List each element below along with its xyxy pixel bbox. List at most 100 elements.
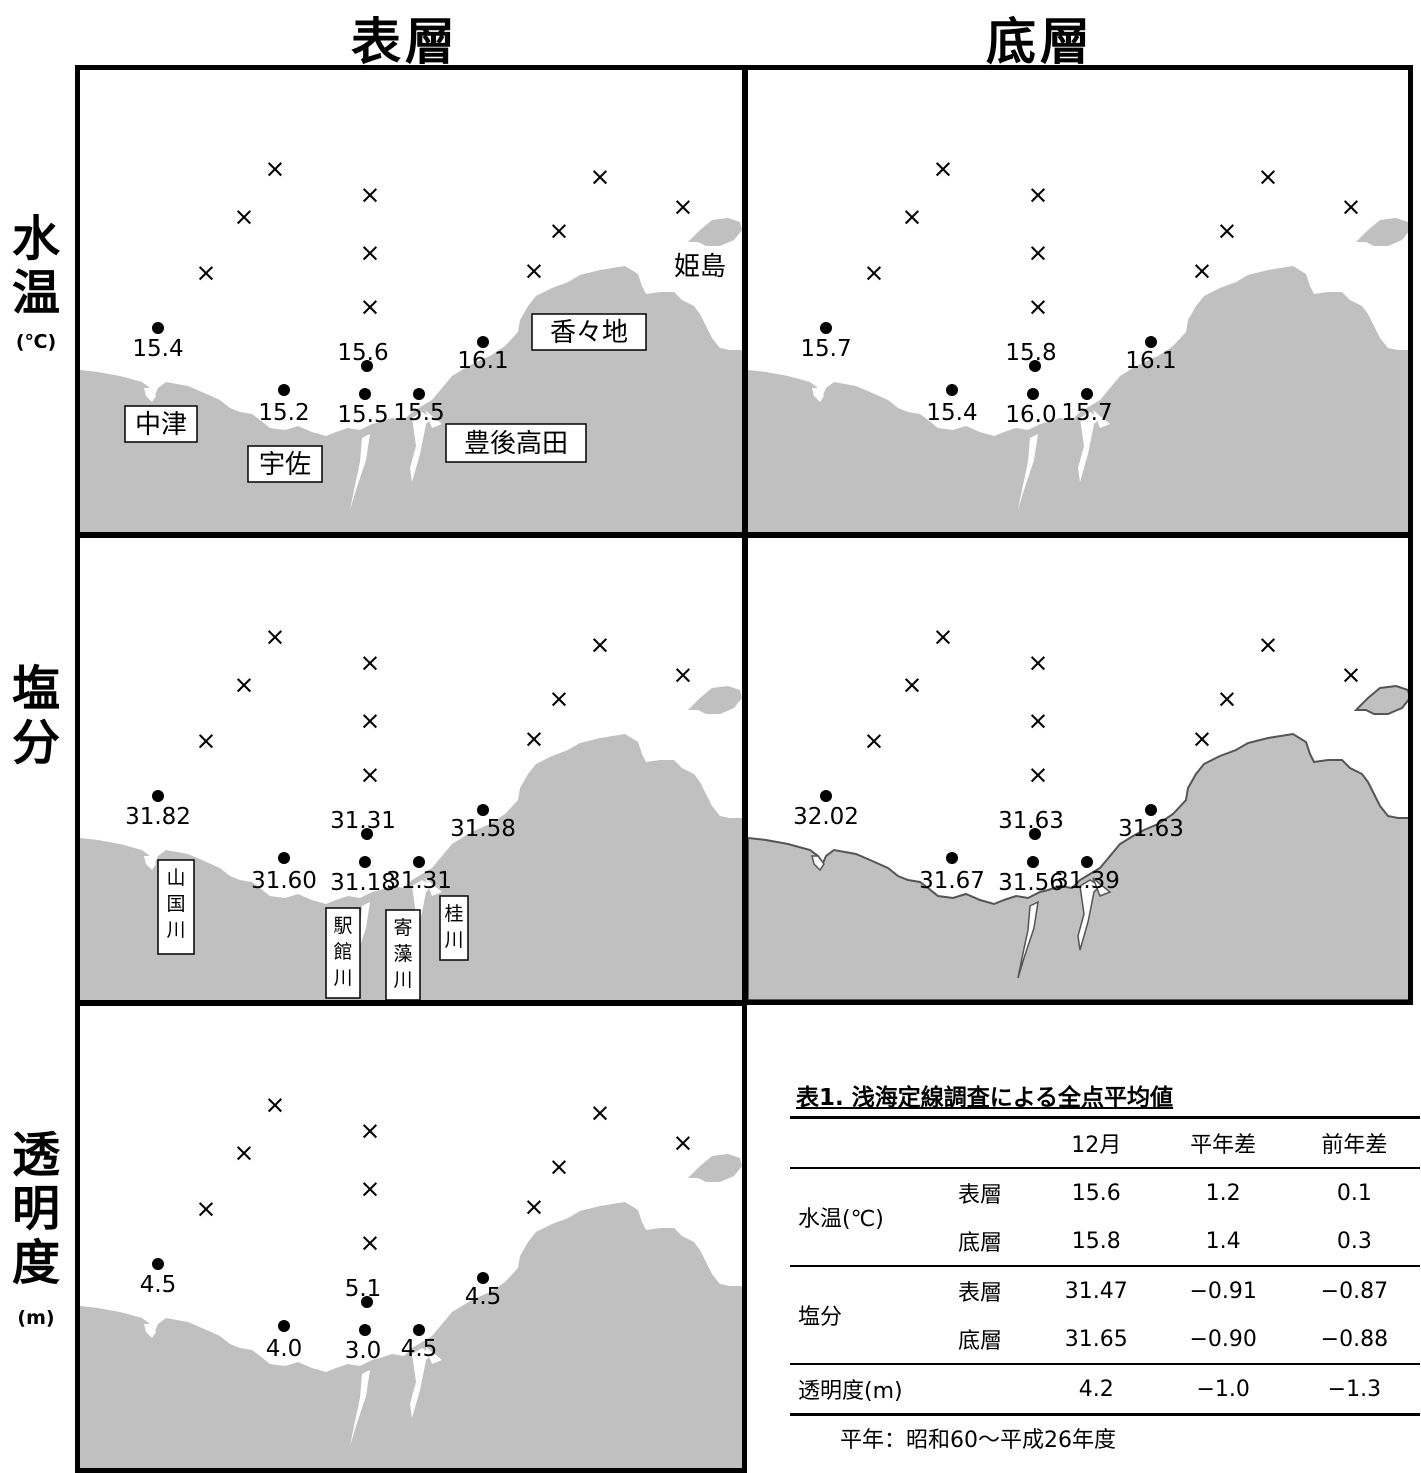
table-row: 底層 15.8 1.4 0.3 xyxy=(790,1217,1420,1266)
station-dot xyxy=(152,322,164,334)
station-value: 31.63 xyxy=(1118,816,1184,842)
station-value: 15.4 xyxy=(926,400,977,426)
station-cross: × xyxy=(1028,292,1049,321)
station-cross: × xyxy=(1028,180,1049,209)
station-cross: × xyxy=(360,292,381,321)
table-cell: 1.2 xyxy=(1157,1167,1289,1217)
table-row: 透明度(m) 4.2 −1.0 −1.3 xyxy=(790,1363,1420,1416)
table-col-header: 12月 xyxy=(1035,1116,1158,1168)
station-dot xyxy=(1145,804,1157,816)
station-value: 31.18 xyxy=(330,870,396,896)
place-label-nakatsu-box xyxy=(124,405,198,443)
table-cell: 1.4 xyxy=(1205,1228,1241,1254)
row-header-transparency: 透明度 (m) xyxy=(6,1128,66,1332)
station-value: 31.58 xyxy=(450,816,516,842)
column-header-surface: 表層 xyxy=(351,13,459,71)
station-cross: × xyxy=(549,216,570,245)
map-temperature-bottom: × × × × × × × × × × 15.7 15.4 15.8 16.0 15.7 16.1 xyxy=(743,65,1413,537)
river-label-yakkan-box xyxy=(325,907,361,999)
station-dot xyxy=(1081,856,1093,868)
river-mouth xyxy=(410,1348,432,1418)
station-cross: × xyxy=(265,154,286,183)
station-dot xyxy=(359,856,371,868)
station-dot xyxy=(152,1258,164,1270)
table-cell: 31.47 xyxy=(1035,1265,1158,1315)
table-col-header: 平年差 xyxy=(1157,1116,1289,1168)
station-cross: × xyxy=(524,1192,545,1221)
station-cross: × xyxy=(1192,724,1213,753)
place-label-nakatsu: 中津 xyxy=(135,410,187,440)
row-header-salinity: 塩分 xyxy=(6,662,66,770)
station-cross: × xyxy=(590,630,611,659)
map-svg: ××××××××××4.54.05.13.0 4.54.5 xyxy=(80,1090,742,1468)
table-col-header: 前年差 xyxy=(1288,1116,1420,1168)
place-label-kakuchi: 香々地 xyxy=(550,318,628,348)
river-label-yorimo-box xyxy=(385,909,421,1000)
table-cell: −0.87 xyxy=(1288,1265,1420,1315)
table-cell: 0.3 xyxy=(1336,1228,1372,1254)
station-dot xyxy=(820,322,832,334)
station-value: 31.67 xyxy=(919,868,985,894)
station-cross: × xyxy=(1258,162,1279,191)
river-mouth xyxy=(350,434,370,510)
station-value: 5.1 xyxy=(345,1276,382,1302)
river-label-yamakuni-box xyxy=(157,859,195,955)
station-cross: × xyxy=(265,1090,286,1119)
river-label-yamakuni: 山国川 xyxy=(166,867,185,941)
table-group-label: 塩分 xyxy=(790,1265,925,1364)
station-cross: × xyxy=(1028,648,1049,677)
station-dot xyxy=(413,388,425,400)
station-value: 15.5 xyxy=(393,400,444,426)
table-footnote: 平年：昭和60～平成26年度 xyxy=(840,1428,1116,1453)
station-value: 4.5 xyxy=(465,1284,502,1310)
table-row: 塩分 表層 31.47 −0.91 −0.87 xyxy=(790,1265,1420,1364)
river-mouth xyxy=(425,878,442,896)
station-cross: × xyxy=(933,622,954,651)
river-mouth xyxy=(1017,900,1039,979)
table-title: 表1. 浅海定線調査による全点平均値 xyxy=(796,1085,1174,1111)
map-svg: ××××××××××15.415.215.615.5 15.516.1中津宇佐豊後… xyxy=(80,154,742,532)
station-cross: × xyxy=(933,154,954,183)
river-label-katsura-box xyxy=(439,895,469,961)
row-label-transparency: 透明度 xyxy=(11,1127,60,1291)
station-cross: × xyxy=(590,1098,611,1127)
map-salinity-surface: × × × × × × × × × × 31.82 31.60 31.31 31.18 31.31 31.58… xyxy=(75,533,747,1005)
river-mouth xyxy=(144,1324,156,1338)
land-area xyxy=(80,1202,742,1468)
place-label-hime: 姫島 xyxy=(674,252,726,282)
river-mouth xyxy=(1093,410,1110,428)
station-cross: × xyxy=(549,1152,570,1181)
station-dot xyxy=(278,1320,290,1332)
island-himeshima xyxy=(688,218,742,246)
place-label-usa: 宇佐 xyxy=(259,450,311,480)
station-dot xyxy=(1029,828,1041,840)
table-layer-label: 底層 xyxy=(957,1231,1002,1256)
station-value: 31.31 xyxy=(330,808,396,834)
station-cross: × xyxy=(360,760,381,789)
table-cell: 31.65 xyxy=(1064,1326,1128,1352)
place-label-bungotakada: 豊後高田 xyxy=(464,429,568,459)
station-cross: × xyxy=(234,1138,255,1167)
station-cross: × xyxy=(1258,630,1279,659)
river-mouth xyxy=(1092,877,1112,897)
station-value: 4.5 xyxy=(140,1272,177,1298)
station-value: 15.7 xyxy=(1061,400,1112,426)
station-value: 31.60 xyxy=(251,868,317,894)
station-cross: × xyxy=(549,684,570,713)
station-cross: × xyxy=(1341,192,1362,221)
station-dot xyxy=(1029,360,1041,372)
station-value: 15.8 xyxy=(1005,340,1056,366)
row-unit-temperature: (℃) xyxy=(15,331,57,353)
station-value: 31.56 xyxy=(998,870,1064,896)
station-cross: × xyxy=(196,726,217,755)
table-cell: −0.90 xyxy=(1189,1326,1257,1352)
land-area xyxy=(748,266,1408,532)
station-cross: × xyxy=(673,192,694,221)
station-cross: × xyxy=(1217,684,1238,713)
station-cross: × xyxy=(196,1194,217,1223)
river-label-yorimo: 寄藻川 xyxy=(393,917,412,991)
table-layer-label: 底層 xyxy=(957,1329,1002,1354)
table-row: 水温(℃) 表層 15.6 1.2 0.1 xyxy=(790,1167,1420,1266)
station-value: 3.0 xyxy=(345,1338,382,1364)
river-mouth xyxy=(410,412,432,482)
